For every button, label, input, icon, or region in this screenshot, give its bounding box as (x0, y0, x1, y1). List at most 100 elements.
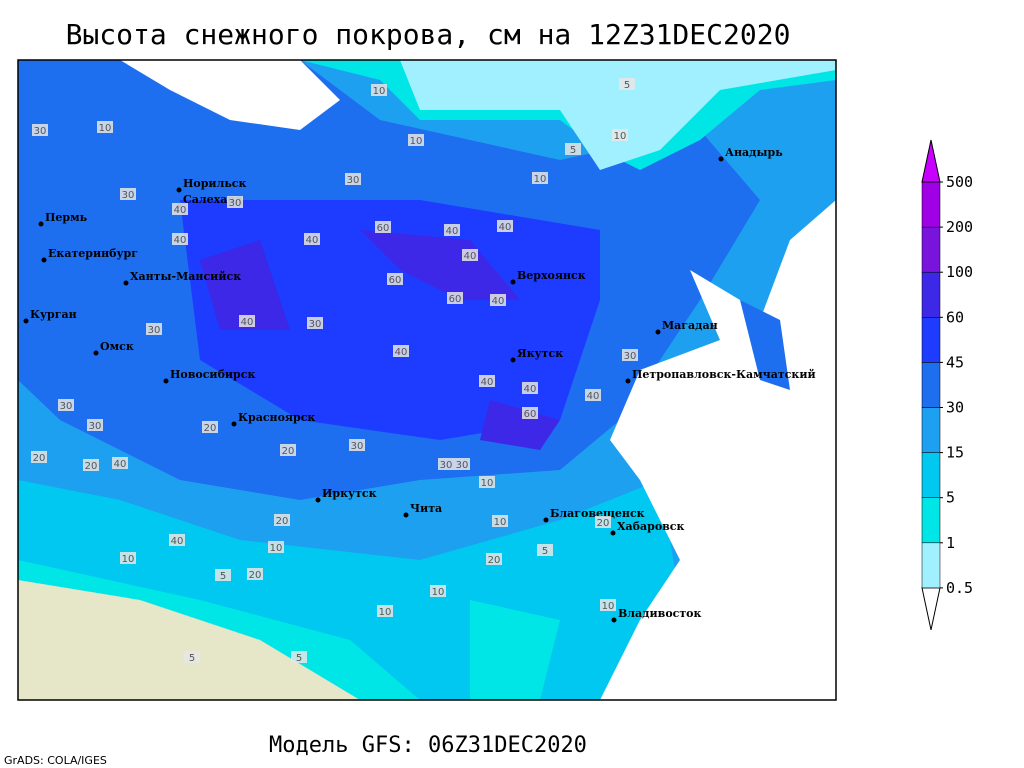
contour-label: 10 (602, 601, 615, 612)
legend-arrow (921, 139, 941, 183)
legend-swatch (921, 226, 941, 273)
legend-swatch (921, 542, 941, 589)
city-label: Владивосток (618, 607, 702, 620)
contour-label: 40 (174, 205, 187, 216)
contour-label: 30 (347, 175, 360, 186)
contour-label-box (83, 459, 99, 471)
contour-label-box (247, 568, 263, 580)
contour-label: 40 (306, 235, 319, 246)
contour-label-box (172, 233, 188, 245)
city-dot (123, 280, 129, 286)
contour-label: 5 (189, 653, 195, 664)
contour-label: 40 (499, 222, 512, 233)
contour-label: 40 (492, 296, 505, 307)
contour-label-box (371, 84, 387, 96)
contour-label: 60 (377, 223, 390, 234)
contour-label: 5 (296, 653, 302, 664)
city-dot (41, 257, 47, 263)
city-dot (231, 421, 237, 427)
contour-label-box (307, 317, 323, 329)
city-label: Екатеринбург (48, 247, 138, 260)
legend-label: 0.5 (946, 579, 973, 597)
contour-label-box (31, 451, 47, 463)
legend-label: 15 (946, 444, 964, 462)
contour-label-box (393, 345, 409, 357)
contour-label-box (291, 651, 307, 663)
city-label: Новосибирск (170, 368, 255, 381)
contour-label: 5 (542, 546, 548, 557)
contour-label: 30 (60, 401, 73, 412)
city-label: Хабаровск (617, 520, 684, 533)
city-dot (176, 187, 182, 193)
contour-label: 40 (587, 391, 600, 402)
contour-label: 20 (488, 555, 501, 566)
contour-label: 40 (524, 384, 537, 395)
city-dot (611, 617, 617, 623)
city-dot (610, 530, 616, 536)
city-dot (510, 357, 516, 363)
city-dot (718, 156, 724, 162)
contour-label: 10 (122, 554, 135, 565)
contour-label: 40 (171, 536, 184, 547)
legend-swatch (921, 362, 941, 408)
legend-label: 60 (946, 308, 964, 326)
city-label: Курган (30, 308, 77, 321)
contour-label: 20 (249, 570, 262, 581)
contour-label: 30 (440, 460, 453, 471)
contour-label-box (377, 605, 393, 617)
legend-swatch (921, 452, 941, 498)
contour-label: 40 (446, 226, 459, 237)
contour-label-box (32, 124, 48, 136)
contour-label: 10 (481, 478, 494, 489)
contour-label-box (184, 651, 200, 663)
contour-label-box (268, 541, 284, 553)
contour-label-box (438, 458, 454, 470)
contour-label-box (375, 221, 391, 233)
city-label: Магадан (662, 319, 718, 332)
contour-label-box (345, 173, 361, 185)
contour-label-box (444, 224, 460, 236)
contour-label-box (58, 399, 74, 411)
city-label: Омск (100, 340, 134, 353)
city-label: Петропавловск-Камчатский (632, 368, 816, 381)
contour-label-box (619, 78, 635, 90)
city-dot (625, 378, 631, 384)
city-dot (543, 517, 549, 523)
contour-label: 30 (624, 351, 637, 362)
contour-label: 5 (220, 571, 226, 582)
city-label: Норильск (183, 177, 246, 190)
contour-label: 40 (174, 235, 187, 246)
legend-label: 45 (946, 353, 964, 371)
city-dot (403, 512, 409, 518)
contour-label-box (120, 552, 136, 564)
contour-label-box (215, 569, 231, 581)
contour-label: 40 (481, 377, 494, 388)
contour-label: 10 (494, 517, 507, 528)
contour-label: 60 (449, 294, 462, 305)
contour-label-box (146, 323, 162, 335)
legend-label: 1 (946, 534, 955, 552)
contour-label: 5 (570, 145, 576, 156)
contour-label-box (112, 457, 128, 469)
contour-label-box (622, 349, 638, 361)
contour-label: 30 (148, 325, 161, 336)
contour-label-box (595, 516, 611, 528)
map-frame (17, 59, 837, 701)
contour-label: 20 (597, 518, 610, 529)
city-label: Пермь (45, 211, 88, 224)
contour-label-box (274, 514, 290, 526)
contour-label-box (479, 476, 495, 488)
title: Высота снежного покрова, см на 12Z31DEC2… (66, 18, 791, 51)
map-labels: АнадырьНорильскСалехардПермьЕкатеринбург… (23, 78, 816, 664)
contour-label-box (532, 172, 548, 184)
city-dot (23, 318, 29, 324)
legend-label: 500 (946, 173, 973, 191)
city-label: Анадырь (725, 146, 783, 159)
contour-label-box (454, 458, 470, 470)
contour-label: 20 (276, 516, 289, 527)
contour-label-box (612, 129, 628, 141)
contour-label: 40 (241, 317, 254, 328)
city-label: Благовещенск (550, 507, 645, 520)
